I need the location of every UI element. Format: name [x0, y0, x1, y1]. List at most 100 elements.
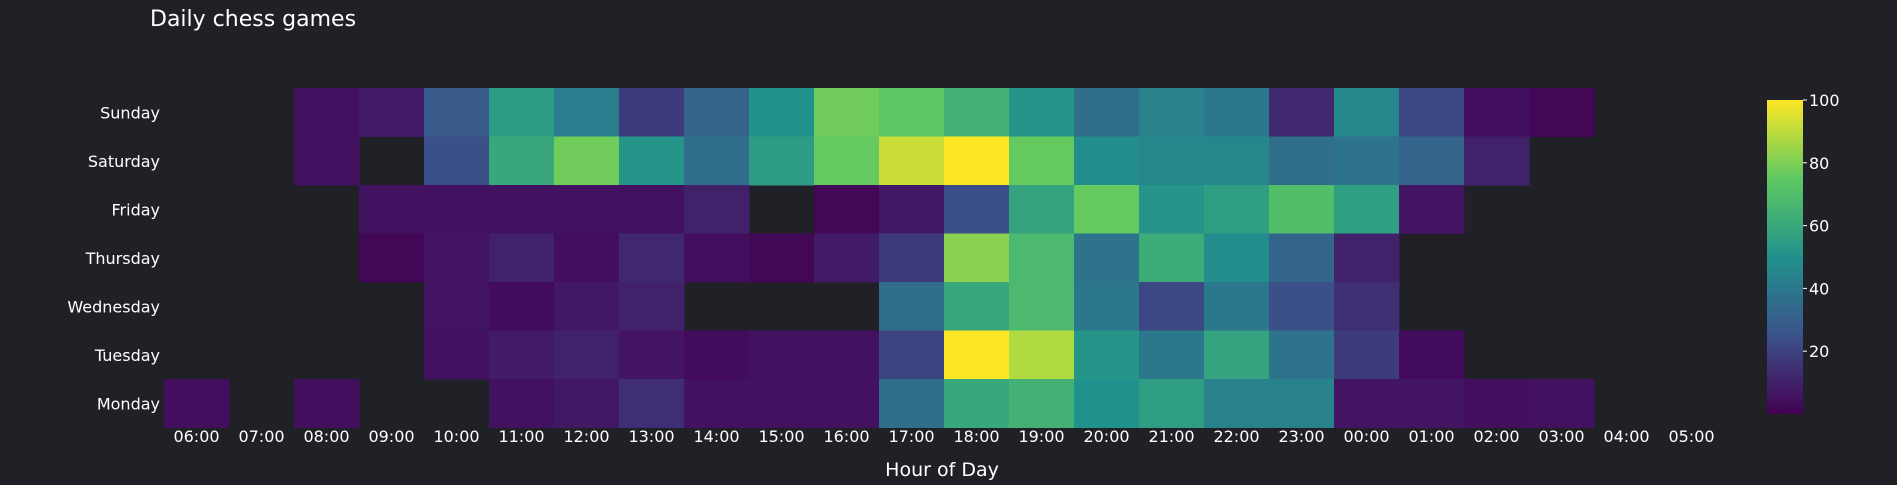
y-tick-label: Sunday: [100, 103, 160, 122]
colorbar-ticks: 20 40 60 80 100: [1803, 91, 1840, 361]
heatmap-cell: [1464, 379, 1530, 428]
x-tick-label: 03:00: [1538, 427, 1584, 446]
x-tick-label: 17:00: [888, 427, 934, 446]
heatmap-cells: [164, 88, 1595, 428]
y-tick-label: Saturday: [88, 152, 160, 171]
heatmap-cell: [1009, 233, 1075, 283]
x-tick-label: 19:00: [1018, 427, 1064, 446]
heatmap-cell: [1009, 330, 1075, 380]
heatmap-cell: [424, 233, 490, 283]
heatmap-cell: [1139, 330, 1205, 380]
heatmap-cell: [1139, 185, 1205, 234]
heatmap-cell: [1009, 88, 1075, 137]
heatmap-cell: [554, 185, 620, 234]
heatmap-cell: [489, 185, 555, 234]
colorbar-tick-label: 40: [1809, 279, 1829, 298]
x-tick-label: 01:00: [1408, 427, 1454, 446]
chart-title: Daily chess games: [150, 7, 356, 32]
heatmap-cell: [1074, 88, 1140, 137]
heatmap-cell: [424, 330, 490, 380]
heatmap-cell: [1204, 379, 1270, 428]
heatmap-cell: [424, 136, 490, 186]
heatmap-cell: [1204, 282, 1270, 331]
heatmap-cell: [944, 88, 1010, 137]
x-tick-label: 10:00: [433, 427, 479, 446]
heatmap-cell: [294, 379, 360, 428]
heatmap-cell: [1334, 282, 1400, 331]
heatmap-cell: [749, 136, 815, 186]
heatmap-cell: [879, 185, 945, 234]
x-tick-label: 07:00: [238, 427, 284, 446]
x-tick-label: 12:00: [563, 427, 609, 446]
heatmap-cell: [164, 379, 230, 428]
x-tick-label: 05:00: [1668, 427, 1714, 446]
heatmap-cell: [424, 185, 490, 234]
heatmap-cell: [1074, 379, 1140, 428]
heatmap-cell: [424, 88, 490, 137]
heatmap-cell: [359, 233, 425, 283]
heatmap-cell: [944, 185, 1010, 234]
x-tick-label: 11:00: [498, 427, 544, 446]
x-tick-label: 21:00: [1148, 427, 1194, 446]
heatmap-cell: [1009, 379, 1075, 428]
heatmap-cell: [749, 379, 815, 428]
heatmap-cell: [1204, 233, 1270, 283]
heatmap-cell: [554, 330, 620, 380]
heatmap-cell: [1399, 136, 1465, 186]
heatmap-cell: [1269, 136, 1335, 186]
heatmap-cell: [424, 282, 490, 331]
heatmap-cell: [554, 136, 620, 186]
heatmap-cell: [359, 88, 425, 137]
heatmap-cell: [1139, 136, 1205, 186]
heatmap-cell: [489, 233, 555, 283]
heatmap-cell: [1009, 136, 1075, 186]
heatmap-cell: [1269, 282, 1335, 331]
x-tick-label: 09:00: [368, 427, 414, 446]
heatmap-cell: [1204, 330, 1270, 380]
heatmap-cell: [879, 379, 945, 428]
heatmap-cell: [879, 282, 945, 331]
heatmap-cell: [1334, 233, 1400, 283]
heatmap-cell: [1139, 282, 1205, 331]
heatmap-cell: [1074, 282, 1140, 331]
heatmap-cell: [554, 379, 620, 428]
heatmap-cell: [749, 88, 815, 137]
heatmap-cell: [619, 233, 685, 283]
heatmap-cell: [619, 136, 685, 186]
heatmap-cell: [749, 330, 815, 380]
heatmap-cell: [814, 185, 880, 234]
heatmap-cell: [1529, 88, 1595, 137]
heatmap-cell: [1269, 233, 1335, 283]
x-tick-label: 22:00: [1213, 427, 1259, 446]
heatmap-cell: [1074, 233, 1140, 283]
y-tick-label: Tuesday: [94, 346, 160, 365]
x-tick-label: 14:00: [693, 427, 739, 446]
heatmap-cell: [814, 330, 880, 380]
x-tick-label: 20:00: [1083, 427, 1129, 446]
heatmap-cell: [619, 282, 685, 331]
heatmap-cell: [1074, 136, 1140, 186]
colorbar-tick-label: 20: [1809, 342, 1829, 361]
heatmap-cell: [944, 136, 1010, 186]
x-tick-label: 13:00: [628, 427, 674, 446]
heatmap-cell: [944, 330, 1010, 380]
x-axis-title: Hour of Day: [885, 459, 999, 481]
heatmap-cell: [879, 136, 945, 186]
y-tick-label: Friday: [112, 200, 161, 219]
heatmap-cell: [1139, 379, 1205, 428]
heatmap-cell: [1399, 88, 1465, 137]
colorbar-tick-label: 100: [1809, 91, 1840, 110]
heatmap-cell: [1269, 88, 1335, 137]
heatmap-cell: [1204, 88, 1270, 137]
x-tick-label: 02:00: [1473, 427, 1519, 446]
heatmap-cell: [489, 136, 555, 186]
x-tick-label: 18:00: [953, 427, 999, 446]
colorbar-tick-label: 80: [1809, 154, 1829, 173]
heatmap-cell: [554, 282, 620, 331]
x-tick-label: 16:00: [823, 427, 869, 446]
heatmap-cell: [1334, 88, 1400, 137]
x-tick-label: 04:00: [1603, 427, 1649, 446]
heatmap-cell: [1009, 282, 1075, 331]
heatmap-cell: [684, 330, 750, 380]
x-tick-label: 06:00: [173, 427, 219, 446]
